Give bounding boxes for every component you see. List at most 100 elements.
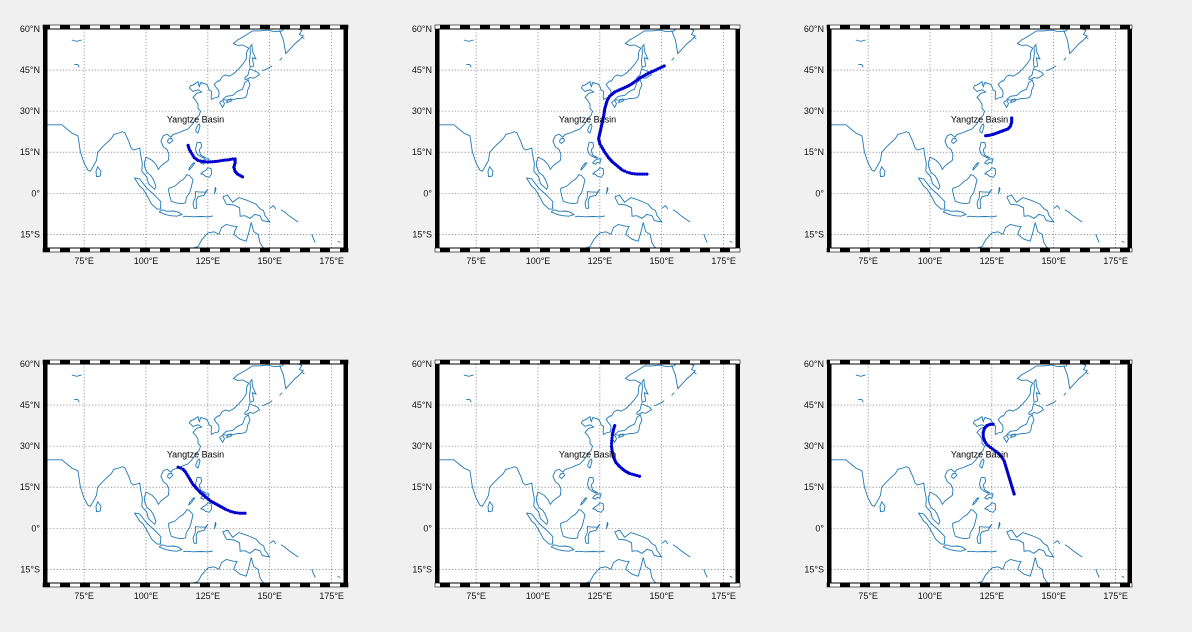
frame-left: [827, 29, 831, 248]
coastline: [1064, 544, 1083, 558]
track-point: [226, 508, 230, 512]
coastline: [1046, 65, 1057, 72]
map-frame: [434, 24, 741, 253]
coastline: [191, 222, 265, 248]
track-point: [640, 172, 644, 176]
coastline: [222, 414, 251, 436]
x-tick-label: 75°E: [466, 256, 486, 266]
coastline: [592, 167, 605, 178]
coastline: [280, 544, 299, 558]
coastline: [1121, 240, 1125, 243]
x-tick-label: 75°E: [858, 591, 878, 601]
coastline: [614, 529, 663, 558]
frame-inner: [46, 28, 345, 249]
coastline: [279, 364, 305, 390]
coastline: [672, 544, 691, 558]
coastline: [587, 477, 599, 494]
coastlines: [439, 364, 733, 583]
coastline: [191, 557, 265, 583]
frame-bottom: [42, 247, 349, 253]
coastline: [672, 209, 691, 223]
coastline: [182, 550, 213, 553]
y-tick-label: 30°N: [804, 106, 824, 116]
coastline: [1006, 529, 1055, 558]
x-tick-label: 150°E: [257, 256, 282, 266]
track-point: [201, 159, 205, 164]
track-point: [226, 158, 230, 162]
map-frame: [42, 359, 349, 588]
coastline: [661, 539, 669, 545]
x-tick-label: 175°E: [1103, 256, 1128, 266]
graticule: [831, 29, 1128, 248]
y-tick-label: 30°N: [412, 106, 432, 116]
coastline: [671, 392, 675, 396]
coastline: [584, 523, 601, 544]
coastline: [587, 142, 599, 159]
coastline: [559, 472, 566, 479]
coastline: [580, 162, 588, 171]
frame-bottom: [42, 582, 349, 588]
coastline: [167, 472, 174, 479]
coastline: [614, 414, 643, 436]
coastline: [134, 512, 162, 545]
graticule: [439, 364, 736, 583]
typhoon-track: [609, 423, 642, 478]
coastline: [167, 137, 174, 144]
y-tick-label: 0°: [815, 523, 824, 533]
map-panel-3: 75°E 100°E 125°E 150°E 175°E 15°S 0° 15°N 30°N 45…: [804, 24, 1133, 266]
coastline: [976, 523, 993, 544]
coastline: [972, 497, 980, 506]
coastline: [592, 493, 602, 500]
coastline: [559, 509, 586, 540]
coastline: [225, 433, 233, 439]
coastline: [279, 392, 283, 396]
track-point: [613, 423, 617, 428]
coastline: [188, 497, 196, 506]
x-tick-label: 100°E: [918, 256, 943, 266]
y-tick-label: 15°S: [412, 564, 432, 574]
track-point: [198, 159, 203, 163]
coastline: [975, 557, 1049, 583]
coastline: [997, 187, 1001, 195]
frame-inner: [438, 363, 737, 584]
coastline: [301, 36, 305, 40]
coastline: [559, 137, 566, 144]
x-tick-label: 150°E: [649, 591, 674, 601]
frame-bottom: [434, 247, 741, 253]
coastline: [1095, 569, 1100, 578]
x-tick-label: 175°E: [711, 256, 736, 266]
coastline: [942, 544, 967, 552]
coastline: [1053, 204, 1061, 210]
x-tick-label: 150°E: [1041, 591, 1066, 601]
coastline: [614, 79, 643, 101]
coastline: [439, 29, 677, 191]
coastline: [559, 174, 586, 205]
coastline: [195, 123, 201, 134]
track-point: [610, 436, 614, 440]
y-tick-label: 15°N: [412, 482, 432, 492]
y-tick-label: 15°S: [804, 229, 824, 239]
coastline: [671, 29, 696, 55]
coastline: [47, 364, 285, 526]
map-panel-6: 75°E 100°E 125°E 150°E 175°E 15°S 0° 15°N 30°N 45…: [804, 359, 1133, 601]
y-tick-label: 30°N: [20, 106, 40, 116]
coastline: [984, 167, 997, 178]
coastline: [1009, 433, 1017, 439]
x-tick-label: 150°E: [1041, 256, 1066, 266]
y-tick-label: 15°S: [20, 229, 40, 239]
coastline: [605, 187, 609, 195]
coastline: [487, 165, 494, 178]
coastline: [188, 162, 196, 171]
coastline: [997, 522, 1001, 530]
coastline: [192, 523, 209, 544]
x-tick-label: 125°E: [588, 591, 613, 601]
yangtze-basin-label: Yangtze Basin: [951, 449, 1008, 459]
coastline: [1063, 57, 1067, 61]
coastline: [200, 502, 213, 513]
x-tick-label: 125°E: [588, 256, 613, 266]
track-point: [625, 170, 629, 174]
track-point: [635, 473, 639, 478]
coastline: [195, 142, 207, 159]
frame-right: [344, 364, 348, 583]
frame-right: [736, 29, 740, 248]
